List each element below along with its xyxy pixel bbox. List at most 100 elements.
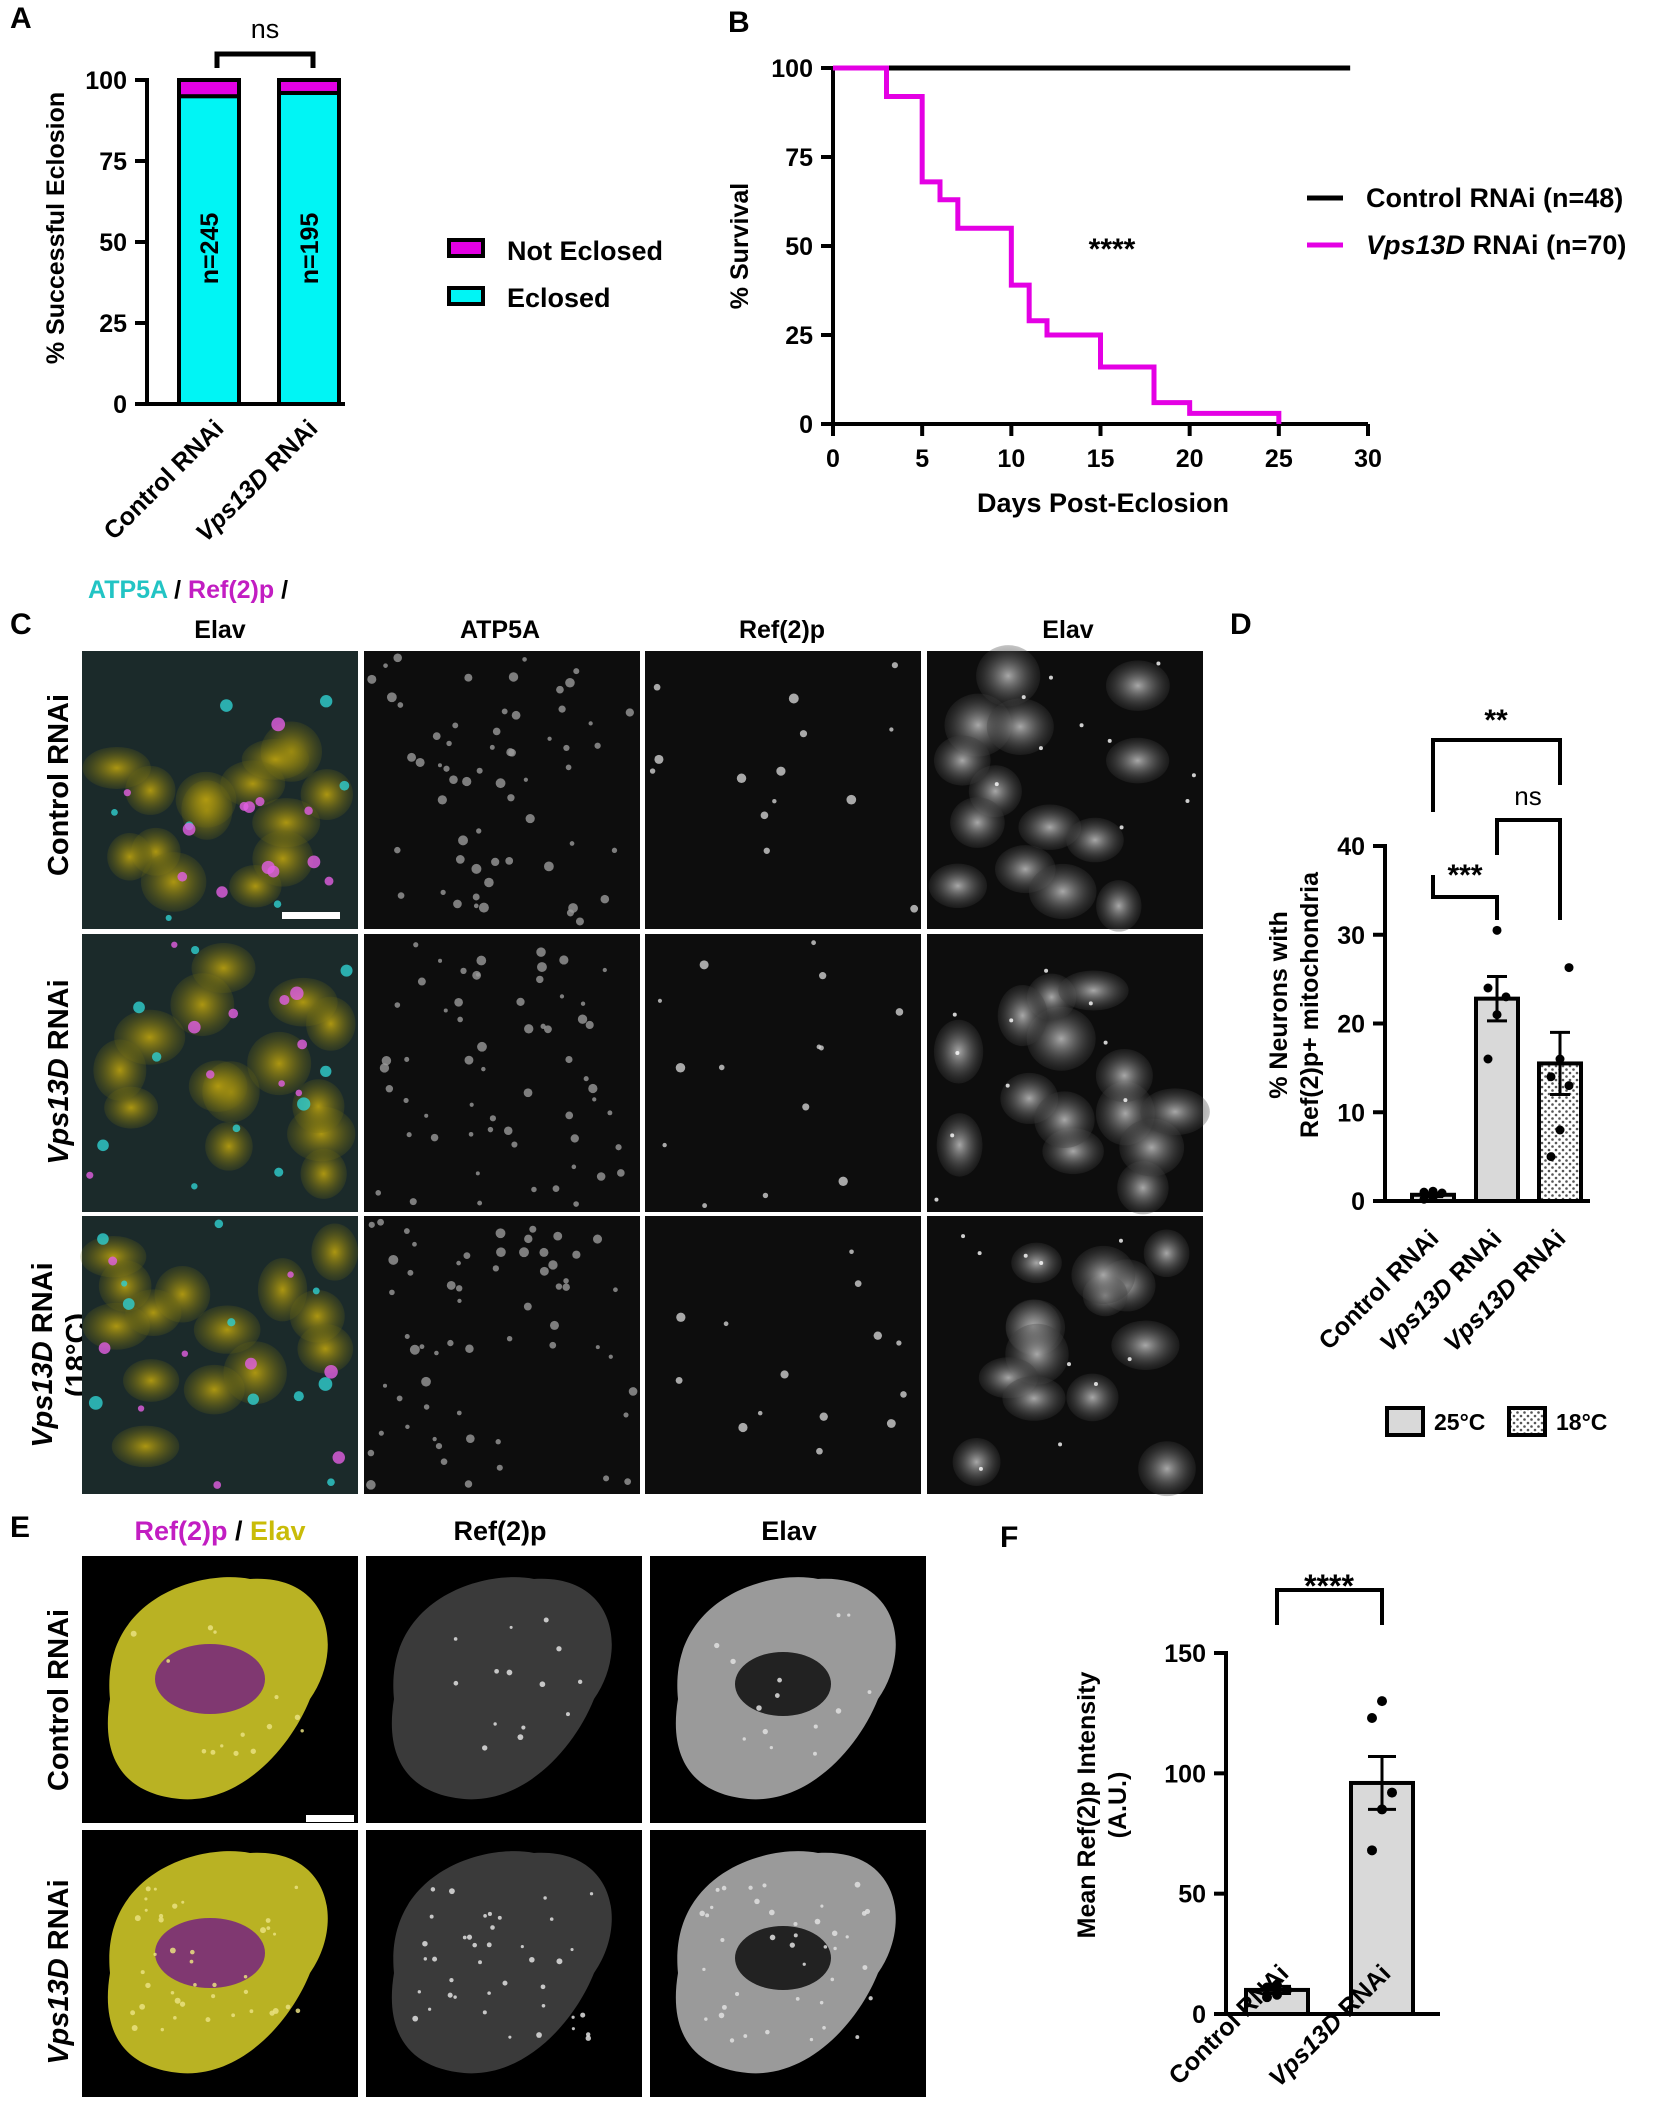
panel-e-punctum [428,2007,432,2011]
panel-d-bars [1410,925,1583,1204]
panel-c-image-row1-elav-punctum [1119,825,1124,830]
panel-e-punctum [868,1996,873,2001]
panel-e-punctum [830,1977,835,1982]
panel-c-image-row3-atp5a-punctum [367,1449,375,1457]
panel-c-image-row3-atp5a-punctum [555,1283,563,1290]
panel-c-image-row3-merge-punctum [181,1350,189,1357]
panel-c-image-row3-merge-punctum [122,1298,135,1310]
panel-e-punctum [190,1949,195,1955]
panel-c-image-row3-atp5a-punctum [403,1228,410,1234]
panel-e-micrographs [82,1556,926,2097]
panel-e-punctum [240,1732,245,1737]
panel-e-row-vps13d: Vps13D RNAi [43,1879,75,2064]
panel-e-punctum [814,1918,821,1925]
panel-e-punctum [571,2027,575,2031]
panel-c-image-row2-merge-punctum [228,1008,239,1019]
panel-e-punctum [145,1982,151,1989]
panel-c-image-row1-merge-punctum [220,699,233,712]
panel-c-row-control: Control RNAi [43,694,75,876]
panel-a-y-tick-label: 75 [99,148,127,176]
panel-e-punctum [823,1945,828,1949]
panel-c-image-row1-elav-punctum [1156,661,1161,666]
panel-c-image-row2-atp5a-punctum [607,1110,613,1116]
panel-c-image-row3-atp5a-punctum [377,1218,384,1226]
panel-e-punctum [472,1942,477,1948]
panel-c-image-row1-atp5a-punctum [501,708,508,715]
panel-d-legend-18c: 18°C [1556,1409,1607,1435]
panel-c-image-row2-atp5a-punctum [577,1014,588,1024]
panel-c-image-row2-atp5a-punctum [406,1132,412,1138]
panel-e-punctum [543,1617,549,1623]
panel-c-image-row2-atp5a-punctum [404,1056,410,1062]
panel-c-image-row3-merge [80,1216,359,1494]
panel-c-image-row1-atp5a-punctum [569,841,575,846]
panel-c-image-row1-ref2p-punctum [653,683,661,691]
panel-c-image-row1-elav-cell [986,698,1054,755]
panel-e-punctum [506,1669,513,1676]
panel-c-image-row1-elav-cell [933,735,991,786]
panel-c-image-row3-ref2p-punctum [900,1391,907,1398]
panel-c-image-row2-atp5a-punctum [536,962,547,972]
panel-c-image-row1-atp5a-punctum [625,708,634,717]
panel-e-punctum [543,1896,547,1900]
panel-e-image-row2-elav [650,1830,926,2097]
panel-e: E Ref(2)p / Elav Ref(2)p Elav Control RN… [10,1511,926,2097]
panel-c-image-row1-atp5a-punctum [522,657,527,662]
panel-c-image-row2-atp5a-punctum [523,1088,533,1098]
panel-c-image-row3-merge-cell [123,1359,180,1402]
panel-c-image-row1-ref2p-punctum [776,766,786,776]
panel-b-x-tick-label: 25 [1265,445,1293,473]
panel-c-image-row2-atp5a-punctum [571,1164,577,1170]
panel-c-col-elav: Elav [1042,616,1094,644]
panel-e-punctum [793,1921,798,1927]
panel-e-punctum [153,1952,157,1956]
panel-c-image-row1-elav-punctum [1185,798,1190,803]
panel-c-image-row1-atp5a-punctum [437,763,442,768]
panel-c-image-row1-merge-punctum [339,780,350,791]
panel-c-image-row2-elav-cell [1058,970,1129,1011]
panel-a-axes: 0 25 50 75 100 [85,67,345,419]
panel-e-image-row2-merge [82,1830,358,2097]
panel-e-image-row1-merge [82,1556,358,1823]
panel-e-punctum [212,1982,217,1988]
panel-e-punctum [802,1962,806,1966]
panel-d-y-tick-label: 20 [1337,1011,1365,1039]
panel-d-legend-25c: 25°C [1434,1409,1485,1435]
panel-c-image-row1-atp5a-punctum [507,794,515,802]
panel-c-image-row3-merge-punctum [293,1391,304,1402]
panel-e-punctum [845,1935,849,1939]
panel-c-image-row3-atp5a-punctum [382,1383,388,1388]
panel-c-image-row3-elav-punctum [1118,1238,1123,1243]
panel-d-data-point [1428,1186,1438,1196]
panel-c-image-row3-ref2p-punctum [757,1410,763,1416]
panel-e-punctum [710,1905,714,1910]
panel-e-punctum [748,1885,753,1890]
panel-f-y-tick-label: 0 [1192,2001,1206,2029]
panel-c-image-row2-atp5a-punctum [464,1055,474,1065]
panel-c-image-row2-ref2p [645,934,921,1212]
panel-c-image-row1-elav-cell [1096,880,1142,932]
panel-c-image-row2-merge-punctum [297,1097,311,1111]
panel-c-image-row1-atp5a-punctum [393,653,402,663]
panel-c-image-row3-atp5a-punctum [409,1344,420,1355]
panel-c-image-row1-merge-punctum [216,886,228,898]
panel-e-punctum [131,2025,138,2032]
panel-c-image-row3-merge-punctum [121,1280,128,1287]
panel-c-image-row1-atp5a-punctum [407,752,417,762]
panel-c-image-row1-ref2p-punctum [763,847,770,854]
panel-c-image-row3-elav [927,1216,1203,1497]
panel-c-image-row3-merge-cell [311,1223,359,1281]
panel-b-x-tick-label: 20 [1176,445,1204,473]
panel-d-data-point [1428,1192,1438,1202]
panel-c-image-row3-atp5a-punctum [447,1339,454,1347]
panel-c-image-row2-atp5a-punctum [481,1066,486,1072]
panel-c-image-row3-atp5a-punctum [595,1345,600,1350]
panel-c-image-row2-elav-punctum [934,1197,939,1202]
panel-c-image-row2-atp5a-punctum [602,967,607,973]
panel-c-image-row2-atp5a-punctum [511,1141,518,1148]
panel-c-image-row2-atp5a-punctum [375,1190,382,1196]
panel-b: B % Survival Days Post-Eclosion 02550751… [726,6,1626,518]
panel-e-punctum [211,1994,216,1999]
panel-e-punctum [497,1915,502,1920]
panel-e-punctum [862,1965,868,1971]
